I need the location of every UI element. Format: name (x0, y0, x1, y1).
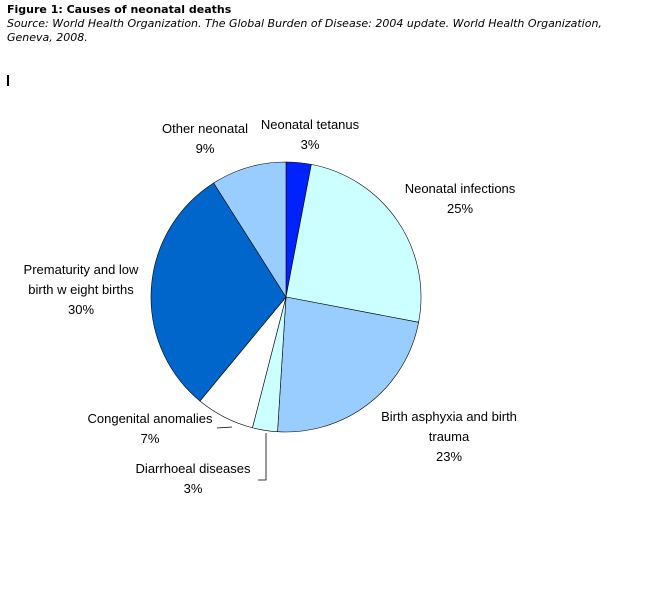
slice-category-label: Diarrhoeal diseases (136, 461, 251, 476)
leader-lines (216, 426, 267, 481)
pie-slice (285, 164, 422, 323)
slice-category-label: Other neonatal (162, 121, 248, 136)
slice-category-label: Neonatal infections (405, 181, 516, 196)
pie-slice (150, 182, 287, 402)
slice-category-label: trauma (429, 429, 470, 444)
slice-percent-label: 7% (141, 431, 160, 446)
slice-percent-label: 3% (184, 481, 203, 496)
pie-slices (150, 161, 422, 433)
slice-labels: Neonatal tetanus 3% Neonatal infections 25%… (24, 117, 517, 496)
slice-category-label: Prematurity and low (24, 262, 139, 277)
leader-line (258, 433, 267, 481)
slice-percent-label: 3% (301, 137, 320, 152)
slice-category-label: Congenital anomalies (87, 411, 213, 426)
slice-percent-label: 23% (436, 449, 462, 464)
figure-source: Source: World Health Organization. The G… (7, 17, 602, 44)
leader-line (216, 426, 233, 429)
slice-percent-label: 30% (68, 302, 94, 317)
pie-slice (277, 296, 419, 433)
slice-category-label: Birth asphyxia and birth (381, 409, 517, 424)
slice-percent-label: 25% (447, 201, 473, 216)
slice-percent-label: 9% (196, 141, 215, 156)
figure-title: Figure 1: Causes of neonatal deaths (7, 3, 232, 16)
slice-category-label: birth w eight births (28, 282, 134, 297)
text-cursor (7, 75, 9, 86)
pie-slice (213, 161, 287, 299)
slice-category-label: Neonatal tetanus (261, 117, 360, 132)
